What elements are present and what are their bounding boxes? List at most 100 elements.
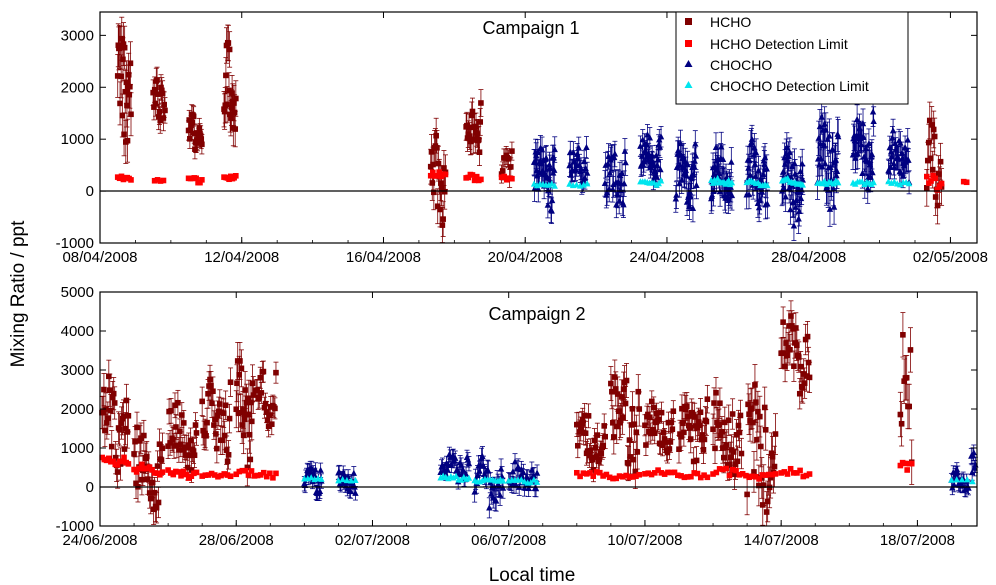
panel-2-hcho-detection-limit-point	[257, 472, 264, 478]
panel-1-hcho-point	[120, 56, 126, 63]
panel-1-hcho-detection-limit-point	[473, 173, 480, 180]
panel-1-hcho-point	[224, 101, 230, 108]
panel-2-hcho-point	[234, 380, 240, 387]
panel-2-hcho-detection-limit-point	[188, 473, 195, 480]
panel-2-hcho-point	[578, 420, 585, 427]
panel-2-hcho-point	[171, 443, 177, 449]
panel-2-hcho-point	[622, 400, 629, 407]
panel-2-hcho-point	[752, 382, 758, 388]
panel-1-hcho-point	[192, 146, 198, 153]
panel-2-hcho-point	[735, 422, 742, 429]
panel-2-hcho-point	[227, 379, 234, 386]
panel-2-hcho-detection-limit-point	[593, 469, 600, 475]
panel-1-chocho-point	[781, 160, 789, 167]
panel-2-hcho-detection-limit-point	[691, 470, 698, 476]
panel-1-hcho-detection-limit-point	[199, 177, 205, 183]
panel-1-chocho-point	[657, 166, 664, 173]
panel-2-hcho-point	[239, 422, 245, 428]
panel-1-hcho-point	[150, 89, 156, 96]
panel-1-hcho-point	[121, 44, 128, 51]
panel-1-hcho-point	[440, 216, 446, 222]
panel-1-hcho-point	[437, 206, 443, 213]
panel-2-y-tick-label: 3000	[61, 362, 94, 379]
panel-2-hcho-detection-limit-point	[736, 472, 743, 478]
panel-1-chocho-detection-limit-point	[728, 179, 736, 186]
panel-2-hcho-detection-limit-point	[697, 474, 704, 481]
panel-2-hcho-point	[648, 398, 655, 405]
panel-1-hcho-point	[162, 107, 168, 114]
panel-1-chocho-point	[889, 134, 896, 141]
panel-2-hcho-point	[577, 426, 584, 432]
panel-2-hcho-point	[680, 420, 686, 427]
panel-2-chocho-detection-limit-point	[452, 472, 460, 479]
panel-2-hcho-detection-limit-point	[133, 469, 140, 475]
panel-2-hcho-point	[655, 416, 662, 423]
panel-1-hcho-point	[929, 166, 936, 173]
panel-1-chocho-point	[860, 133, 867, 141]
panel-1-chocho-point	[790, 198, 797, 205]
panel-2-hcho-detection-limit-point	[119, 458, 125, 465]
panel-1-hcho-point	[117, 100, 123, 107]
panel-2-hcho-point	[649, 426, 656, 433]
panel-2-hcho-detection-limit-point	[180, 468, 187, 475]
panel-2-hcho-point	[138, 435, 144, 441]
panel-2-hcho-point	[216, 408, 222, 415]
panel-2-chocho-point	[444, 466, 451, 473]
panel-1-marks	[114, 16, 970, 243]
panel-2-hcho-point	[139, 476, 145, 483]
panel-2-hcho-point	[190, 448, 197, 454]
panel-2-hcho-point	[600, 442, 607, 449]
panel-1-chocho-point	[745, 164, 752, 171]
panel-1-chocho-point	[819, 163, 826, 170]
panel-2-chocho-point	[525, 484, 532, 492]
panel-2-hcho-detection-limit-point	[254, 472, 261, 479]
panel-2-hcho-detection-limit-point	[610, 475, 616, 482]
panel-2-hcho-point	[122, 425, 129, 432]
panel-1-chocho-point	[570, 148, 577, 156]
panel-1-chocho-point	[869, 169, 876, 176]
panel-2-hcho-detection-limit-point	[138, 461, 145, 468]
panel-2-chocho-point	[499, 484, 507, 491]
panel-1-chocho-point	[548, 207, 555, 214]
panel-2-hcho-point	[581, 412, 588, 419]
panel-1-chocho-point	[618, 169, 626, 177]
panel-2-hcho-detection-limit-point	[221, 471, 228, 477]
panel-2-hcho-point	[629, 405, 636, 412]
panel-2-chocho-point	[971, 464, 978, 471]
panel-1-chocho-point	[864, 185, 871, 192]
panel-2-hcho-point	[216, 401, 223, 407]
panel-1-chocho-point	[792, 203, 799, 210]
panel-2-chocho-point	[352, 489, 359, 496]
panel-2-x-tick-label: 10/07/2008	[607, 532, 682, 549]
panel-1-y-tick-label: -1000	[56, 235, 94, 252]
panel-1-hcho-point	[127, 60, 134, 67]
panel-2-hcho-detection-limit-point	[616, 473, 623, 479]
panel-2-hcho-point	[144, 476, 151, 482]
panel-1-chocho-point	[604, 160, 611, 167]
panel-2-hcho-point	[756, 482, 762, 489]
panel-2-hcho-point	[203, 433, 209, 439]
panel-2-hcho-detection-limit-point	[633, 473, 639, 480]
panel-2-hcho-point	[574, 442, 581, 449]
panel-2-hcho-detection-limit-point	[218, 472, 224, 479]
panel-2-hcho-detection-limit-point	[781, 469, 788, 475]
panel-2-hcho-point	[615, 408, 622, 414]
panel-1-hcho-detection-limit-point	[928, 178, 934, 184]
panel-2-hcho-detection-limit-point	[178, 473, 184, 479]
panel-2-hcho-detection-limit-point	[743, 472, 749, 479]
panel-2-hcho-point	[154, 463, 161, 469]
panel-2-hcho-point	[601, 423, 608, 429]
legend-marker-hcho-dl	[685, 40, 692, 47]
panel-1-hcho-detection-limit-point	[478, 176, 484, 183]
panel-2-hcho-point	[100, 409, 106, 416]
panel-1-chocho-point	[898, 150, 905, 157]
panel-2-hcho-detection-limit-point	[648, 471, 655, 478]
panel-2-hcho-point	[806, 374, 813, 381]
panel-2-hcho-detection-limit-point	[603, 471, 610, 478]
panel-2-chocho-detection-limit-point	[339, 475, 346, 483]
panel-2-hcho-detection-limit-point	[769, 471, 776, 478]
panel-2-hcho-point	[670, 408, 677, 414]
panel-1-hcho-detection-limit-point	[434, 173, 440, 179]
panel-1-hcho-point	[925, 139, 932, 146]
panel-2-hcho-point	[710, 426, 716, 433]
